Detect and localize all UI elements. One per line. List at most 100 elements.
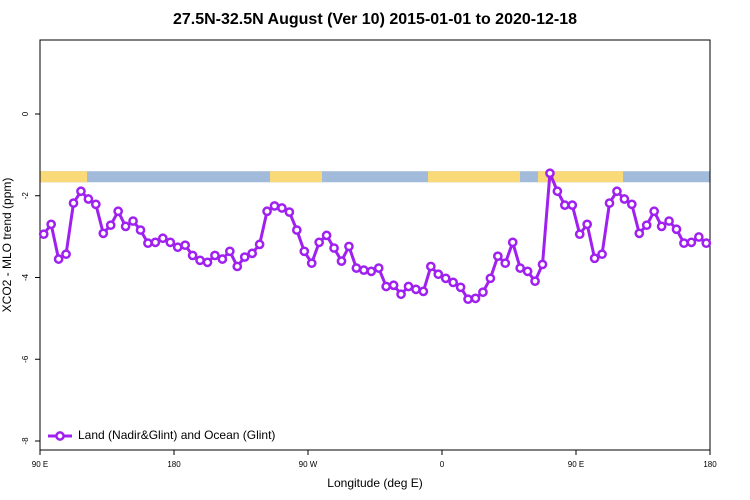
point <box>157 233 168 244</box>
point <box>38 229 49 240</box>
point <box>597 249 607 260</box>
point <box>574 229 585 240</box>
point <box>299 246 310 257</box>
point <box>656 221 667 232</box>
point <box>247 248 258 259</box>
point <box>418 286 429 297</box>
point <box>351 263 362 273</box>
point <box>358 265 369 275</box>
point <box>210 250 220 261</box>
point <box>589 253 600 264</box>
point <box>284 207 295 217</box>
point <box>545 168 555 179</box>
point <box>180 240 191 251</box>
point <box>217 254 228 264</box>
point <box>306 258 317 269</box>
plot-frame <box>39 39 711 451</box>
land-strip <box>270 171 322 183</box>
point <box>291 225 302 235</box>
point <box>98 228 109 239</box>
point <box>500 258 511 269</box>
point <box>61 249 71 260</box>
point <box>381 281 392 292</box>
point <box>433 269 444 280</box>
point <box>76 186 86 197</box>
point <box>448 277 459 288</box>
point <box>388 280 399 291</box>
point <box>314 237 325 248</box>
point <box>634 228 645 239</box>
point <box>113 206 124 217</box>
chart-title: 27.5N-32.5N August (Ver 10) 2015-01-01 t… <box>173 11 577 28</box>
point <box>187 250 198 261</box>
point <box>172 242 183 253</box>
point <box>269 201 280 211</box>
point <box>582 219 593 230</box>
point <box>262 206 272 217</box>
point <box>239 252 250 262</box>
point <box>83 194 94 204</box>
point <box>649 206 660 217</box>
y-tick-label: 0 <box>21 111 30 116</box>
point <box>693 232 704 242</box>
point <box>120 221 131 232</box>
point <box>440 273 451 284</box>
point <box>411 284 421 295</box>
point <box>165 237 176 248</box>
point <box>455 282 466 293</box>
point <box>686 237 697 248</box>
land-strip <box>40 171 88 183</box>
point <box>366 266 377 277</box>
point <box>559 200 570 210</box>
x-tick-label: 90 W <box>299 460 318 469</box>
y-tick-label: -6 <box>21 355 30 363</box>
point <box>224 246 235 257</box>
point <box>664 216 674 226</box>
x-tick-label: 180 <box>703 460 717 469</box>
land-strip <box>538 171 624 183</box>
legend-marker <box>55 431 65 441</box>
point <box>537 259 548 270</box>
point <box>344 241 354 252</box>
y-axis-label: XCO2 - MLO trend (ppm) <box>0 178 14 313</box>
x-axis-label: Longitude (deg E) <box>327 476 422 490</box>
x-tick-label: 90 E <box>568 460 584 469</box>
point <box>641 220 652 231</box>
point <box>522 266 533 277</box>
point <box>403 281 414 292</box>
point <box>396 289 406 300</box>
point <box>515 263 526 273</box>
point <box>485 273 496 284</box>
point <box>507 237 518 248</box>
point <box>567 200 578 210</box>
point <box>135 225 146 235</box>
point <box>46 219 57 230</box>
x-tick-label: 90 E <box>32 460 48 469</box>
point <box>679 238 689 249</box>
point <box>336 256 347 266</box>
land-strip <box>428 171 521 183</box>
x-tick-label: 180 <box>167 460 181 469</box>
point <box>530 276 540 287</box>
point <box>128 216 138 226</box>
point <box>277 203 287 213</box>
point <box>604 198 615 208</box>
y-tick-label: -8 <box>21 437 30 445</box>
point <box>373 263 384 273</box>
point <box>105 220 116 231</box>
x-tick-label: 0 <box>440 460 445 469</box>
point <box>492 251 503 262</box>
point <box>90 199 101 210</box>
point <box>671 224 682 235</box>
point <box>701 238 712 249</box>
point <box>612 186 622 197</box>
point <box>68 198 79 208</box>
point <box>329 243 339 253</box>
legend-label: Land (Nadir&Glint) and Ocean (Glint) <box>78 428 275 442</box>
point <box>143 238 153 249</box>
point <box>463 294 473 305</box>
point <box>150 237 161 248</box>
ocean-strip <box>40 171 710 183</box>
point <box>619 194 630 204</box>
